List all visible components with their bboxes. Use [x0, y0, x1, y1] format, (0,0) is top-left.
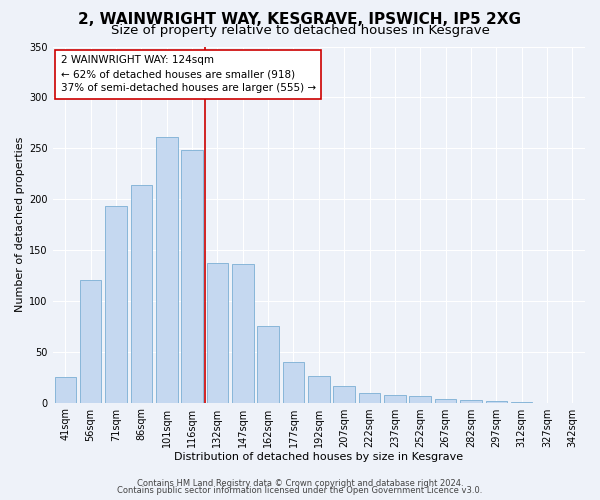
Bar — [435, 398, 457, 402]
Text: 2, WAINWRIGHT WAY, KESGRAVE, IPSWICH, IP5 2XG: 2, WAINWRIGHT WAY, KESGRAVE, IPSWICH, IP… — [79, 12, 521, 28]
Bar — [206, 263, 228, 402]
Text: Contains HM Land Registry data © Crown copyright and database right 2024.: Contains HM Land Registry data © Crown c… — [137, 478, 463, 488]
Text: Contains public sector information licensed under the Open Government Licence v3: Contains public sector information licen… — [118, 486, 482, 495]
Bar — [232, 264, 254, 402]
Bar — [181, 150, 203, 402]
Bar — [257, 326, 279, 402]
Bar — [334, 386, 355, 402]
Bar — [283, 362, 304, 403]
Bar — [460, 400, 482, 402]
Bar — [55, 377, 76, 402]
Y-axis label: Number of detached properties: Number of detached properties — [15, 137, 25, 312]
Text: 2 WAINWRIGHT WAY: 124sqm
← 62% of detached houses are smaller (918)
37% of semi-: 2 WAINWRIGHT WAY: 124sqm ← 62% of detach… — [61, 56, 316, 94]
Bar — [384, 396, 406, 402]
Text: Size of property relative to detached houses in Kesgrave: Size of property relative to detached ho… — [110, 24, 490, 37]
X-axis label: Distribution of detached houses by size in Kesgrave: Distribution of detached houses by size … — [174, 452, 463, 462]
Bar — [359, 394, 380, 402]
Bar — [308, 376, 329, 402]
Bar — [485, 400, 507, 402]
Bar — [156, 137, 178, 402]
Bar — [409, 396, 431, 402]
Bar — [80, 280, 101, 402]
Bar — [105, 206, 127, 402]
Bar — [131, 185, 152, 402]
